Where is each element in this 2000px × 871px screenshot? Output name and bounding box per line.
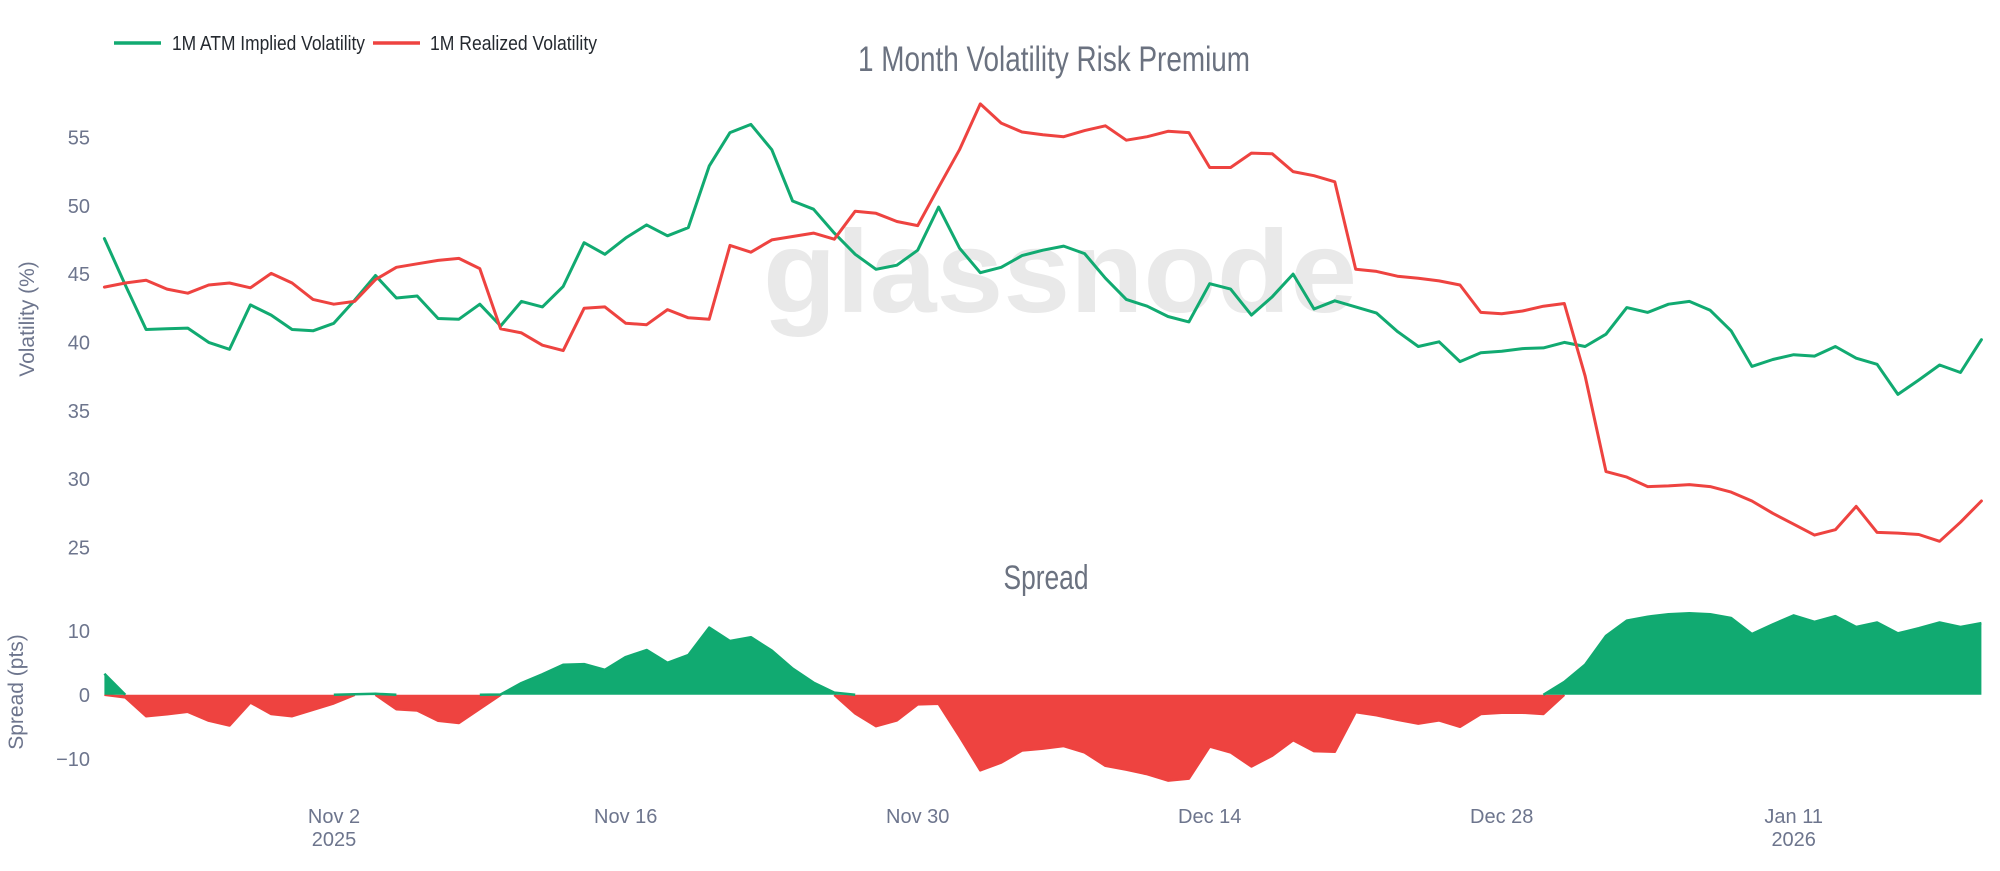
svg-text:45: 45 [68, 264, 90, 286]
svg-text:Nov 30: Nov 30 [886, 806, 949, 828]
svg-text:Nov 16: Nov 16 [594, 806, 657, 828]
svg-text:Spread (pts): Spread (pts) [5, 634, 28, 750]
svg-text:Spread: Spread [1004, 559, 1089, 597]
svg-text:55: 55 [68, 127, 90, 149]
svg-text:Jan 11: Jan 11 [1764, 806, 1823, 828]
svg-text:35: 35 [68, 401, 90, 423]
svg-text:0: 0 [79, 685, 90, 707]
svg-text:Volatility (%): Volatility (%) [16, 261, 39, 377]
svg-text:1M ATM Implied Volatility: 1M ATM Implied Volatility [172, 33, 365, 55]
svg-text:2025: 2025 [312, 829, 357, 851]
svg-text:40: 40 [68, 332, 90, 354]
svg-text:25: 25 [68, 537, 90, 559]
svg-text:Dec 28: Dec 28 [1470, 806, 1533, 828]
svg-text:glassnode: glassnode [763, 206, 1357, 337]
svg-text:2026: 2026 [1771, 829, 1816, 851]
svg-text:30: 30 [68, 469, 90, 491]
svg-text:1M Realized Volatility: 1M Realized Volatility [430, 33, 597, 55]
svg-text:10: 10 [68, 621, 90, 643]
svg-text:1 Month Volatility Risk Premiu: 1 Month Volatility Risk Premium [858, 40, 1250, 79]
svg-text:Dec 14: Dec 14 [1178, 806, 1241, 828]
svg-text:−10: −10 [56, 749, 90, 771]
svg-text:Nov 2: Nov 2 [308, 806, 360, 828]
svg-text:50: 50 [68, 196, 90, 218]
